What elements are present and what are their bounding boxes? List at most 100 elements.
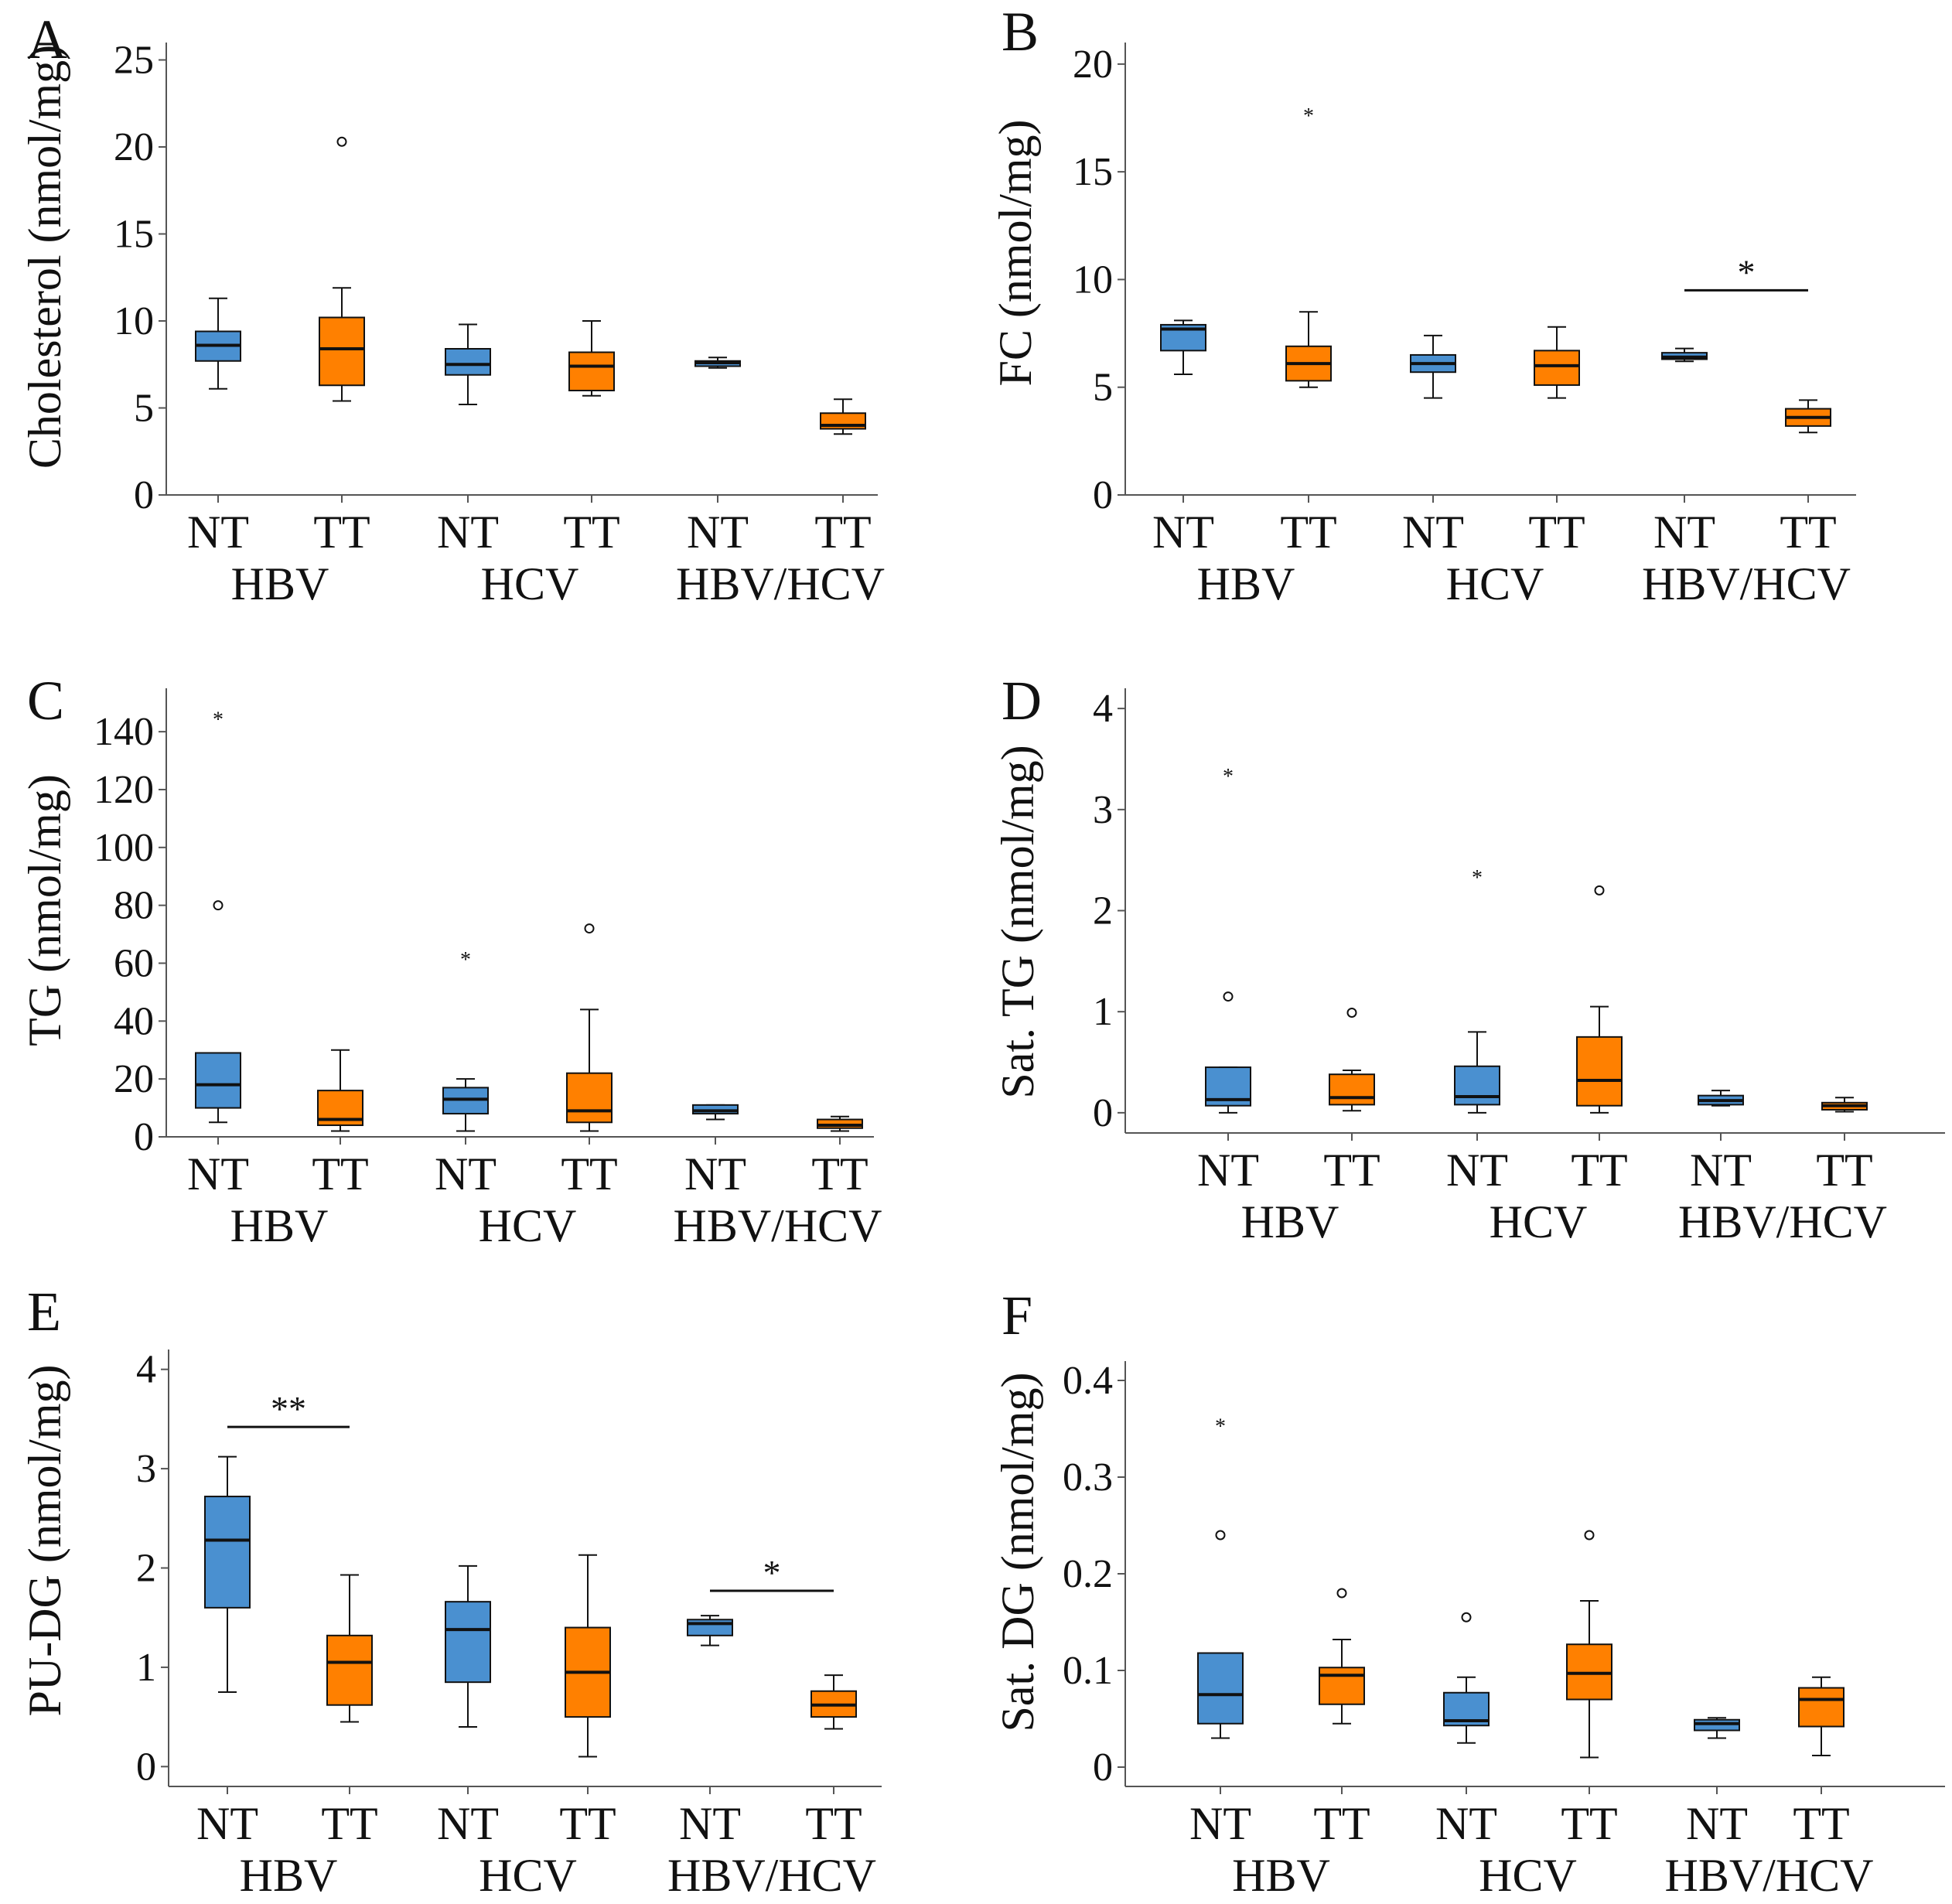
y-tick-label: 5 [134,387,154,431]
box-tt [1785,399,1831,434]
outlier-star: * [1303,104,1314,128]
y-tick-label: 0 [1093,1745,1113,1790]
y-axis-label: FC (nmol/mg) [990,119,1041,386]
x-category-label: NT [687,507,749,558]
x-category-label: TT [811,1148,868,1199]
outlier-circle [1346,1007,1357,1018]
x-group-label: HBV/HCV [676,558,885,609]
x-category-label: TT [313,507,370,558]
box-nt [1661,347,1708,363]
box-nt [445,1564,491,1728]
box-nt [1694,1717,1740,1739]
outlier-circle [336,136,347,147]
panel-f: F 0 0.1 0.2 0.3 0.4 Sat. DG (nmol/mg) NT TT NT TT N… [992,1285,1945,1901]
box-iqr [687,1619,733,1636]
x-category-label: TT [1816,1145,1872,1196]
panel-letter: E [27,1281,61,1343]
y-tick-label: 40 [114,999,154,1043]
x-category-label: NT [435,1148,497,1199]
y-tick-label: 80 [114,884,154,928]
y-tick-label: 20 [114,1057,154,1101]
box-nt [692,1104,739,1121]
x-category-label: TT [1793,1798,1849,1849]
x-category-label: TT [814,507,871,558]
x-category-label: NT [437,1798,499,1849]
box-tt [1566,1530,1612,1759]
x-category-label: TT [1571,1145,1627,1196]
significance-label: ** [271,1389,306,1428]
x-category-label: NT [1189,1798,1251,1849]
box-tt [1319,1588,1365,1725]
box-nt [687,1615,733,1646]
x-group-label: HCV [479,1850,577,1901]
x-category-label: TT [1323,1145,1380,1196]
x-group-label: HBV [1241,1196,1339,1247]
panel-c: C 0 20 40 60 80 100 120 140 TG (nmol/mg) NT TT NT TT N… [19,670,882,1251]
box-nt [1160,319,1206,375]
x-category-label: NT [1653,507,1715,558]
box-iqr [195,1052,241,1109]
y-tick-label: 25 [114,39,154,83]
x-category-label: NT [1152,507,1214,558]
outlier-circle [1584,1530,1595,1541]
y-tick-label: 100 [94,826,154,870]
outlier-circle [1461,1612,1472,1622]
x-category-label: NT [1446,1145,1508,1196]
y-axis-label: Sat. TG (nmol/mg) [992,745,1043,1098]
outlier-circle [1215,1530,1226,1541]
x-group-label: HCV [479,1200,577,1251]
box-iqr [445,1601,491,1684]
box-iqr [1329,1073,1375,1106]
x-group-label: HCV [1479,1850,1577,1901]
box-iqr [566,1072,613,1124]
y-axis-label: Sat. DG (nmol/mg) [992,1373,1043,1732]
x-group-label: HCV [1446,558,1544,609]
x-category-label: TT [321,1798,377,1849]
x-category-label: TT [805,1798,862,1849]
box-tt [326,1574,373,1723]
box-nt [445,323,491,405]
panel-letter: C [27,670,64,732]
box-tt [319,136,365,402]
x-group-label: HBV/HCV [1678,1196,1887,1247]
x-category-label: NT [1402,507,1464,558]
y-tick-label: 20 [1073,43,1113,87]
y-tick-label: 4 [1093,687,1113,731]
box-tt [1798,1676,1845,1756]
x-category-label: TT [563,507,619,558]
outlier-star: * [1215,1414,1226,1438]
box-nt [694,357,741,369]
box-iqr [1534,350,1580,386]
box-nt [1410,334,1456,399]
box-iqr [1576,1036,1623,1107]
x-category-label: TT [561,1148,617,1199]
outlier-circle [1594,885,1605,896]
y-tick-label: 10 [114,299,154,343]
significance-label: * [1738,252,1756,292]
x-group-label: HBV [231,558,329,609]
y-tick-label: 0.1 [1063,1649,1113,1693]
significance-bracket: * [710,1553,834,1592]
y-tick-label: 1 [1093,990,1113,1034]
y-tick-label: 0 [134,1115,154,1159]
x-category-label: TT [1313,1798,1370,1849]
x-group-label: HBV [1197,558,1295,609]
panel-a: A 0 5 10 15 20 25 Cholesterol (nmol/mg) NT TT NT TT… [19,9,885,609]
box-tt [820,398,866,435]
y-tick-label: 120 [94,768,154,812]
box-nt [1443,1612,1490,1744]
y-tick-label: 10 [1073,258,1113,302]
x-group-label: HBV [1232,1850,1330,1901]
box-nt: * [1197,1414,1244,1739]
y-tick-label: 140 [94,710,154,754]
y-tick-label: 0.4 [1063,1359,1113,1403]
box-tt [817,1115,863,1132]
x-category-label: NT [684,1148,746,1199]
y-tick-label: 1 [136,1646,156,1690]
box-tt [566,923,613,1132]
x-category-label: NT [187,507,249,558]
box-tt [1534,326,1580,399]
y-tick-label: 0 [1093,473,1113,517]
